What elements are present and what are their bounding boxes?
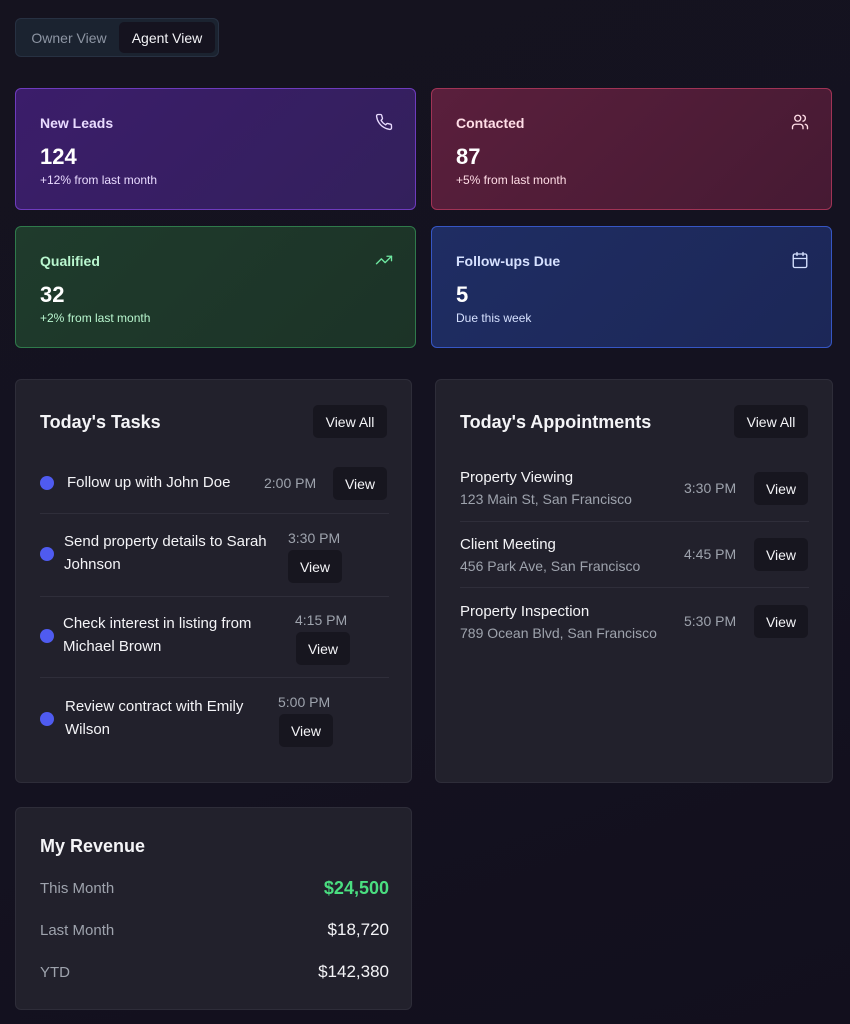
- calendar-icon: [792, 251, 808, 269]
- task-text: Follow up with John Doe: [67, 474, 231, 491]
- appointment-address: 123 Main St, San Francisco: [460, 491, 632, 507]
- appointments-panel: Today's Appointments View All Property V…: [435, 379, 833, 783]
- appointment-title: Property Viewing: [460, 469, 574, 486]
- stat-value: 87: [456, 144, 481, 169]
- task-text: Check interest in listing from Michael B…: [63, 615, 252, 655]
- tasks-title: Today's Tasks: [40, 412, 161, 432]
- stat-subtext: +12% from last month: [40, 173, 158, 187]
- task-time: 4:15 PM: [295, 612, 348, 628]
- divider: [460, 521, 809, 522]
- appointment-item: Client Meeting 456 Park Ave, San Francis…: [460, 536, 809, 578]
- stat-value: 124: [40, 144, 77, 169]
- task-item: Send property details to Sarah Johnson 3…: [40, 530, 389, 590]
- task-text: Review contract with Emily Wilson: [65, 698, 244, 738]
- revenue-row-this-month: This Month $24,500: [40, 878, 389, 904]
- task-item: Review contract with Emily Wilson 5:00 P…: [40, 694, 389, 754]
- revenue-title: My Revenue: [40, 836, 146, 856]
- task-view-button[interactable]: View: [279, 714, 333, 747]
- appointment-view-button[interactable]: View: [754, 472, 808, 505]
- appointment-view-button[interactable]: View: [754, 538, 808, 571]
- revenue-panel: My Revenue This Month $24,500 Last Month…: [15, 807, 412, 1010]
- stat-card-contacted: Contacted 87 +5% from last month: [431, 88, 832, 210]
- stat-subtext: +2% from last month: [40, 311, 151, 325]
- phone-icon: [375, 113, 393, 131]
- appointment-item: Property Viewing 123 Main St, San Franci…: [460, 469, 809, 511]
- stat-card-qualified: Qualified 32 +2% from last month: [15, 226, 416, 348]
- task-item: Follow up with John Doe 2:00 PM View: [40, 467, 389, 507]
- task-status-dot: [40, 547, 54, 561]
- stat-subtext: Due this week: [456, 311, 532, 325]
- stat-subtext: +5% from last month: [456, 173, 567, 187]
- appointment-time: 3:30 PM: [684, 480, 737, 496]
- task-text: Send property details to Sarah Johnson: [64, 533, 267, 573]
- revenue-value: $18,720: [327, 920, 389, 939]
- task-time: 3:30 PM: [288, 530, 341, 546]
- stat-card-follow-ups-due: Follow-ups Due 5 Due this week: [431, 226, 832, 348]
- stat-value: 5: [456, 282, 469, 307]
- agent-view-tab[interactable]: Agent View: [119, 22, 215, 53]
- revenue-row-last-month: Last Month $18,720: [40, 920, 389, 946]
- trending-up-icon: [375, 255, 393, 265]
- stat-label: Follow-ups Due: [456, 253, 561, 269]
- revenue-label: This Month: [40, 880, 115, 897]
- divider: [40, 677, 389, 678]
- revenue-row-ytd: YTD $142,380: [40, 962, 389, 988]
- revenue-label: Last Month: [40, 922, 115, 939]
- task-status-dot: [40, 476, 54, 490]
- appointment-address: 456 Park Ave, San Francisco: [460, 558, 641, 574]
- appointments-view-all-button[interactable]: View All: [734, 405, 808, 438]
- revenue-label: YTD: [40, 964, 70, 981]
- stat-card-new-leads: New Leads 124 +12% from last month: [15, 88, 416, 210]
- tasks-panel: Today's Tasks View All Follow up with Jo…: [15, 379, 412, 783]
- appointment-address: 789 Ocean Blvd, San Francisco: [460, 625, 657, 641]
- task-view-button[interactable]: View: [288, 550, 342, 583]
- appointment-view-button[interactable]: View: [754, 605, 808, 638]
- appointment-item: Property Inspection 789 Ocean Blvd, San …: [460, 603, 809, 645]
- view-toggle: Owner View Agent View: [15, 18, 219, 57]
- appointment-time: 5:30 PM: [684, 613, 737, 629]
- stat-label: New Leads: [40, 115, 114, 131]
- revenue-value: $24,500: [323, 878, 389, 898]
- stat-value: 32: [40, 282, 65, 307]
- task-status-dot: [40, 712, 54, 726]
- divider: [40, 513, 389, 514]
- task-time: 2:00 PM: [264, 475, 317, 491]
- stat-label: Contacted: [456, 115, 525, 131]
- tasks-view-all-button[interactable]: View All: [313, 405, 387, 438]
- users-icon: [791, 114, 809, 130]
- appointment-title: Client Meeting: [460, 536, 556, 553]
- owner-view-tab[interactable]: Owner View: [31, 29, 107, 46]
- revenue-value: $142,380: [318, 962, 389, 981]
- appointment-time: 4:45 PM: [684, 546, 737, 562]
- task-view-button[interactable]: View: [296, 632, 350, 665]
- task-status-dot: [40, 629, 54, 643]
- stat-label: Qualified: [40, 253, 100, 269]
- task-item: Check interest in listing from Michael B…: [40, 612, 389, 672]
- task-view-button[interactable]: View: [333, 467, 387, 500]
- appointment-title: Property Inspection: [460, 603, 590, 620]
- task-time: 5:00 PM: [278, 694, 331, 710]
- appointments-title: Today's Appointments: [460, 412, 652, 432]
- divider: [40, 596, 389, 597]
- divider: [460, 587, 809, 588]
